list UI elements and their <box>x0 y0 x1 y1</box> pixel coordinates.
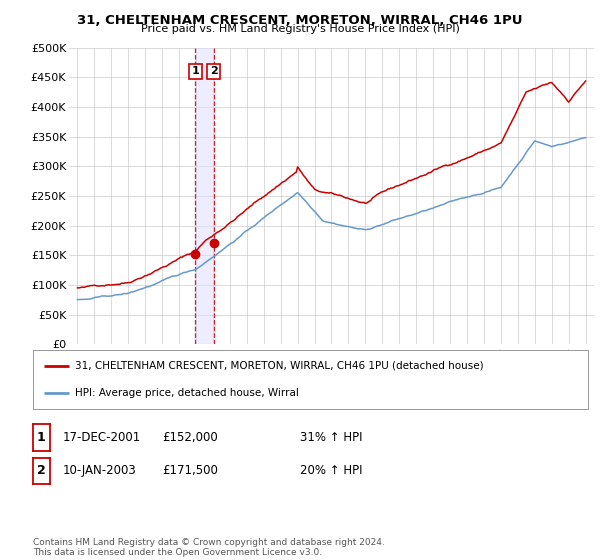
Text: HPI: Average price, detached house, Wirral: HPI: Average price, detached house, Wirr… <box>74 388 299 398</box>
Text: 10-JAN-2003: 10-JAN-2003 <box>63 464 137 478</box>
Bar <box>196 48 214 344</box>
Text: Contains HM Land Registry data © Crown copyright and database right 2024.
This d: Contains HM Land Registry data © Crown c… <box>33 538 385 557</box>
Text: 31, CHELTENHAM CRESCENT, MORETON, WIRRAL, CH46 1PU (detached house): 31, CHELTENHAM CRESCENT, MORETON, WIRRAL… <box>74 361 483 371</box>
Text: 31% ↑ HPI: 31% ↑ HPI <box>300 431 362 444</box>
Text: Price paid vs. HM Land Registry's House Price Index (HPI): Price paid vs. HM Land Registry's House … <box>140 24 460 34</box>
Text: £171,500: £171,500 <box>162 464 218 478</box>
Text: £152,000: £152,000 <box>162 431 218 444</box>
Text: 1: 1 <box>191 66 199 76</box>
Text: 17-DEC-2001: 17-DEC-2001 <box>63 431 141 444</box>
Text: 20% ↑ HPI: 20% ↑ HPI <box>300 464 362 478</box>
Text: 1: 1 <box>37 431 46 444</box>
Text: 2: 2 <box>37 464 46 478</box>
Text: 31, CHELTENHAM CRESCENT, MORETON, WIRRAL, CH46 1PU: 31, CHELTENHAM CRESCENT, MORETON, WIRRAL… <box>77 14 523 27</box>
Text: 2: 2 <box>210 66 218 76</box>
